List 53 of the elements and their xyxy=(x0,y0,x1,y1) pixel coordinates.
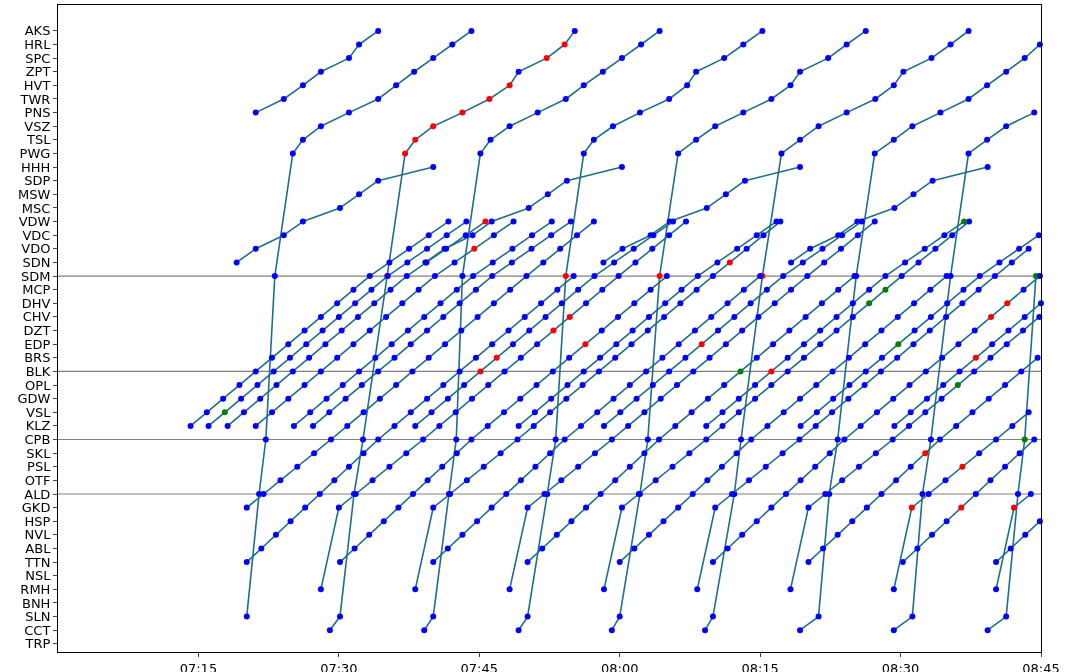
y-tick-label: VDW xyxy=(18,214,51,230)
y-tick-label: DHV xyxy=(21,295,51,311)
x-tick-label: 07:45 xyxy=(460,660,499,672)
y-tick-label: HHH xyxy=(21,159,51,175)
y-tick-label: CPB xyxy=(24,432,51,448)
y-tick-label: SDN xyxy=(22,254,51,270)
y-tick-label: SKL xyxy=(26,445,52,461)
y-tick-label: GKD xyxy=(21,500,51,516)
y-tick-label: PSL xyxy=(27,459,52,475)
y-tick-label: ZPT xyxy=(25,64,51,80)
x-tick-label: 08:00 xyxy=(600,660,639,672)
y-tick-label: TTN xyxy=(24,554,51,570)
y-tick-label: MSC xyxy=(21,200,51,216)
y-tick-label: VDO xyxy=(21,241,51,257)
y-tick-label: PWG xyxy=(19,146,51,162)
y-tick-label: OTF xyxy=(24,472,51,488)
y-tick-label: OPL xyxy=(25,377,52,393)
x-tick-label: 08:15 xyxy=(741,660,779,672)
y-tick-label: KLZ xyxy=(25,418,51,434)
y-tick-label: CHV xyxy=(22,309,51,325)
y-tick-label: HSP xyxy=(24,513,51,529)
x-tick-label: 07:30 xyxy=(320,660,358,672)
y-tick-label: BNH xyxy=(21,595,51,611)
y-tick-label: GDW xyxy=(17,391,51,407)
y-tick-label: TRP xyxy=(24,636,51,652)
y-tick-label: BLK xyxy=(25,363,51,379)
y-tick-label: ABL xyxy=(25,541,52,557)
x-tick-label: 08:30 xyxy=(881,660,920,672)
y-tick-label: VSL xyxy=(26,404,52,420)
y-tick-label: EDP xyxy=(24,336,51,352)
y-tick-label: ALD xyxy=(24,486,51,502)
y-tick-label: TWR xyxy=(19,91,51,107)
y-tick-label: NSL xyxy=(25,568,52,584)
y-tick-label: NVL xyxy=(24,527,52,543)
y-tick-label: DZT xyxy=(23,323,51,339)
y-tick-label: MSW xyxy=(18,186,51,202)
y-tick-label: PNS xyxy=(24,105,51,121)
y-tick-label: AKS xyxy=(24,23,51,39)
y-tick-label: BRS xyxy=(24,350,51,366)
y-tick-label: VSZ xyxy=(24,118,51,134)
y-tick-label: SDM xyxy=(20,268,51,284)
y-tick-label: SDP xyxy=(24,173,51,189)
y-tick-label: TSL xyxy=(25,132,52,148)
y-tick-label: HVT xyxy=(23,77,51,93)
y-tick-label: CCT xyxy=(24,622,51,638)
y-tick-label: SLN xyxy=(25,609,51,625)
y-tick-label: RMH xyxy=(20,581,51,597)
y-tick-label: HRL xyxy=(24,37,52,53)
x-tick-label: 08:45 xyxy=(1022,660,1060,672)
y-tick-label: MCP xyxy=(22,282,51,298)
x-tick-label: 07:15 xyxy=(179,660,218,672)
y-tick-label: SPC xyxy=(25,50,51,66)
y-tick-label: VDC xyxy=(22,227,51,243)
